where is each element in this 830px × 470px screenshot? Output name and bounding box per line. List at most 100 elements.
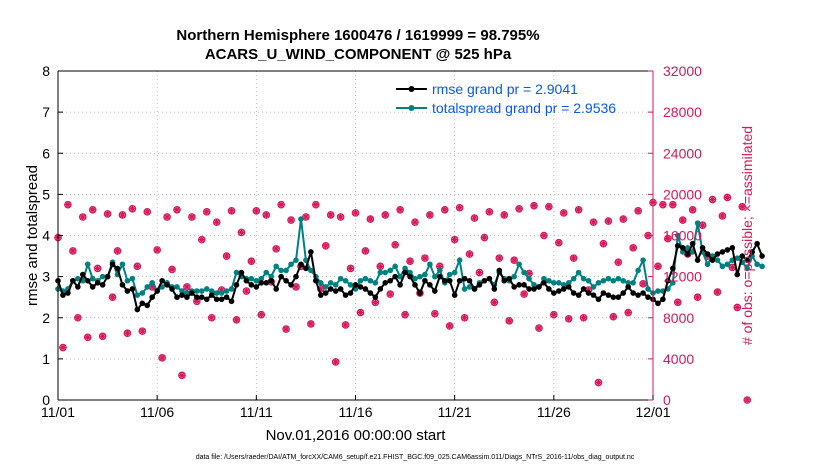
rmse-point <box>194 294 200 300</box>
obs-assimilated-marker <box>664 234 672 243</box>
totalspread-point <box>84 261 91 268</box>
y-axis-label-left: rmse and totalspread <box>24 165 41 306</box>
rmse-point <box>427 282 433 288</box>
obs-assimilated-marker <box>282 325 290 333</box>
obs-assimilated-marker-stroke <box>600 240 607 247</box>
obs-assimilated-marker-stroke <box>654 263 661 270</box>
totalspread-point <box>139 290 146 296</box>
obs-assimilated-marker-stroke <box>640 280 647 287</box>
obs-assimilated-marker <box>307 320 315 328</box>
obs-assimilated-marker <box>59 343 67 352</box>
totalspread-point <box>551 279 557 286</box>
totalspread-point <box>129 275 136 282</box>
rmse-point <box>580 286 587 292</box>
rmse-point <box>749 249 755 255</box>
rmse-point <box>352 282 359 288</box>
obs-assimilated-marker <box>376 262 384 270</box>
obs-assimilated-marker-stroke <box>173 206 181 213</box>
obs-assimilated-marker <box>431 310 439 318</box>
totalspread-point <box>144 284 151 290</box>
y-left-tick-label: 8 <box>42 63 50 79</box>
totalspread-point <box>625 279 632 286</box>
obs-assimilated-marker <box>108 293 117 301</box>
obs-assimilated-marker <box>659 201 667 209</box>
rmse-point <box>501 277 508 284</box>
obs-assimilated-marker-stroke <box>332 358 339 365</box>
obs-assimilated-marker <box>654 262 662 270</box>
obs-assimilated-marker <box>728 263 736 271</box>
obs-assimilated-marker-stroke <box>446 322 453 329</box>
rmse-point <box>109 261 116 268</box>
obs-assimilated-marker-stroke <box>540 232 547 239</box>
totalspread-point <box>134 292 141 298</box>
totalspread-point <box>392 263 398 270</box>
obs-assimilated-marker-stroke <box>595 379 602 386</box>
obs-assimilated-marker-stroke <box>565 315 572 322</box>
obs-assimilated-marker-stroke <box>739 203 746 210</box>
obs-assimilated-marker <box>366 215 374 223</box>
rmse-point <box>283 277 289 284</box>
y-right-tick-label: 32000 <box>663 63 702 79</box>
rmse-point <box>531 286 537 292</box>
obs-assimilated-marker-stroke <box>560 209 567 216</box>
totalspread-point <box>754 261 760 268</box>
rmse-point <box>739 253 746 259</box>
obs-assimilated-marker <box>322 242 330 250</box>
rmse-point <box>674 242 681 249</box>
obs-assimilated-marker <box>128 205 136 213</box>
y-left-tick-label: 4 <box>42 228 50 244</box>
obs-assimilated-marker <box>689 206 697 214</box>
obs-assimilated-marker-stroke <box>169 266 176 273</box>
rmse-point <box>481 277 488 284</box>
rmse-point <box>233 282 240 288</box>
totalspread-point <box>322 284 329 290</box>
obs-assimilated-marker <box>629 244 637 252</box>
rmse-point <box>600 290 607 296</box>
totalspread-point <box>526 275 532 282</box>
rmse-point <box>327 286 334 292</box>
rmse-point <box>99 282 106 288</box>
rmse-point <box>94 279 101 286</box>
obs-assimilated-marker <box>208 314 216 322</box>
series-layer <box>55 216 765 313</box>
rmse-point <box>174 294 180 300</box>
rmse-point <box>412 282 418 288</box>
totalspread-point <box>402 265 408 272</box>
obs-assimilated-marker-stroke <box>223 253 230 260</box>
obs-assimilated-marker <box>227 207 236 215</box>
totalspread-point <box>412 275 418 282</box>
obs-assimilated-marker <box>188 213 196 221</box>
totalspread-point <box>337 275 344 282</box>
rmse-point <box>466 277 473 284</box>
obs-assimilated-marker-stroke <box>302 213 309 220</box>
obs-assimilated-marker <box>203 208 211 216</box>
rmse-point <box>575 292 582 298</box>
obs-assimilated-marker <box>312 201 320 209</box>
rmse-point <box>84 277 91 284</box>
rmse-point <box>670 265 676 272</box>
y-right-tick-label: 0 <box>663 392 671 408</box>
y-right-tick-label: 24000 <box>663 145 702 161</box>
totalspread-point <box>397 273 403 280</box>
obs-assimilated-marker-stroke <box>466 251 473 258</box>
totalspread-point <box>541 275 547 282</box>
rmse-point <box>397 282 403 288</box>
x-axis-label: Nov.01,2016 00:00:00 start <box>266 427 447 444</box>
legend-label: totalspread grand pr = 2.9536 <box>432 100 616 116</box>
rmse-point <box>89 284 96 290</box>
obs-assimilated-marker-stroke <box>154 246 161 253</box>
obs-assimilated-marker-stroke <box>263 211 270 218</box>
rmse-point <box>679 245 686 251</box>
totalspread-point <box>327 279 334 286</box>
obs-assimilated-marker <box>560 209 568 217</box>
totalspread-point <box>630 279 636 286</box>
obs-assimilated-marker-stroke <box>402 311 409 318</box>
obs-assimilated-marker-stroke <box>456 204 463 211</box>
obs-assimilated-marker-stroke <box>64 201 71 208</box>
rmse-point <box>367 290 374 296</box>
rmse-point <box>273 286 279 292</box>
obs-assimilated-marker <box>89 206 97 214</box>
rmse-point <box>714 251 721 257</box>
rmse-point <box>506 275 513 282</box>
rmse-point <box>565 284 572 290</box>
